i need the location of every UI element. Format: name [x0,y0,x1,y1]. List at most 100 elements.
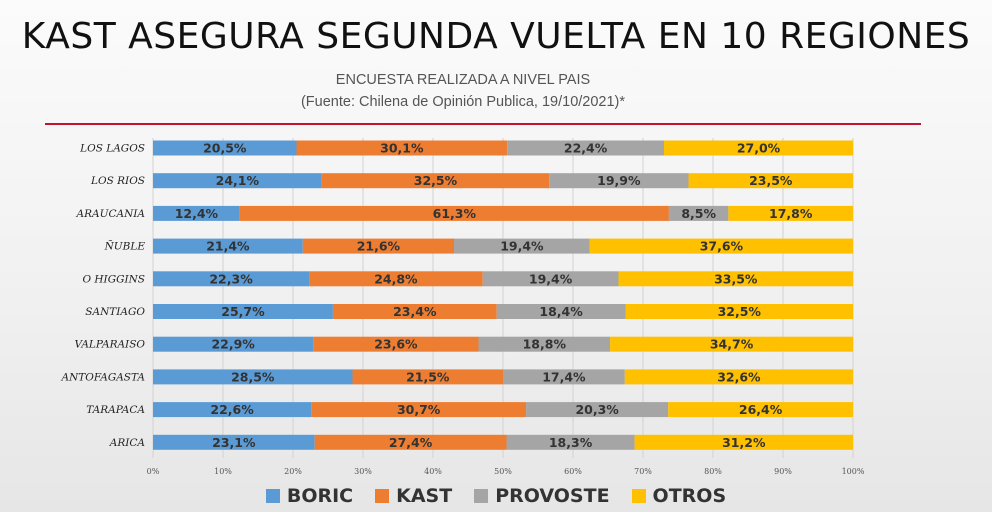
data-label: 28,5% [231,369,275,384]
legend-item-kast: KAST [375,485,452,507]
x-tick-label: 80% [704,467,722,476]
bar-kast [321,173,550,189]
data-label: 17,4% [542,369,586,384]
data-label: 19,4% [500,239,544,254]
data-label: 32,5% [718,304,762,319]
data-label: 23,6% [374,337,418,352]
x-tick-label: 20% [284,467,302,476]
data-label: 17,8% [769,206,813,221]
data-label: 26,4% [739,402,783,417]
bar-otros [728,205,853,221]
data-label: 22,9% [211,337,255,352]
x-tick-label: 90% [774,467,792,476]
x-tick-label: 40% [424,467,442,476]
bar-otros [610,336,853,352]
bar-kast [311,402,527,418]
bar-boric [153,336,314,352]
category-label: O HIGGINS [82,273,145,285]
legend-swatch [474,489,489,503]
legend-swatch [631,489,646,503]
legend-label: PROVOSTE [495,485,610,507]
chart-source: (Fuente: Chilena de Opinión Publica, 19/… [300,94,626,110]
data-label: 21,6% [357,239,401,254]
bar-otros [668,402,853,418]
bar-boric [153,304,333,319]
data-label: 37,6% [700,239,744,254]
data-label: 20,5% [203,141,247,156]
bar-provoste [454,238,590,254]
bar-boric [153,434,315,450]
data-label: 21,5% [406,369,450,384]
chart-subtitle: ENCUESTA REALIZADA A NIVEL PAIS [335,72,591,88]
bar-kast [239,205,669,221]
bar-kast [309,271,483,287]
legend-swatch [375,489,390,503]
bar-boric [153,140,297,156]
x-tick-label: 0% [147,467,160,476]
bar-otros [589,238,853,254]
data-label: 18,4% [539,304,583,319]
category-label: ARICA [109,437,146,449]
category-label: ANTOFAGASTA [60,371,145,383]
data-label: 19,4% [529,271,573,286]
data-label: 8,5% [681,206,716,221]
category-label: ÑUBLE [104,239,146,253]
bar-provoste [482,271,619,287]
x-tick-label: 100% [842,467,865,476]
chart-legend: BORIC KAST PROVOSTE OTROS [0,485,992,507]
bar-otros [664,140,853,156]
bar-boric [153,369,353,385]
x-tick-label: 60% [564,467,582,476]
data-label: 22,6% [210,402,254,417]
bar-boric [153,173,322,189]
data-label: 23,1% [212,435,256,450]
bar-provoste [526,402,669,418]
bar-boric [153,205,240,221]
data-label: 18,3% [549,435,593,450]
bar-provoste [668,205,729,221]
data-label: 30,7% [397,402,441,417]
data-label: 18,8% [523,337,567,352]
bar-provoste [496,304,626,319]
bar-provoste [549,173,689,189]
bar-kast [314,434,507,450]
bar-boric [153,238,303,254]
data-label: 27,4% [389,435,433,450]
bar-otros [634,434,853,450]
bar-provoste [506,434,635,450]
data-label: 23,4% [393,304,437,319]
legend-label: BORIC [286,485,354,507]
category-label: TARAPACA [86,404,145,416]
bar-kast [313,336,479,352]
legend-item-otros: OTROS [631,485,726,507]
data-label: 20,3% [575,402,619,417]
legend-swatch [265,489,280,503]
data-label: 32,5% [414,173,458,188]
category-label: SANTIAGO [85,306,145,318]
bar-boric [153,402,312,418]
bar-provoste [478,336,611,352]
data-label: 24,8% [374,271,418,286]
legend-item-boric: BORIC [265,485,354,507]
bar-kast [352,369,503,385]
x-tick-label: 70% [634,467,652,476]
data-label: 34,7% [710,337,754,352]
category-label: LOS LAGOS [79,143,145,155]
bar-kast [302,238,454,254]
category-label: ARAUCANIA [76,208,146,220]
title-divider [45,123,921,125]
data-label: 19,9% [597,173,641,188]
legend-item-provoste: PROVOSTE [474,485,610,507]
data-label: 30,1% [380,141,424,156]
bar-kast [296,140,508,156]
bar-boric [153,271,310,287]
category-label: LOS RIOS [90,175,145,187]
data-label: 21,4% [206,239,250,254]
data-label: 32,6% [717,369,761,384]
data-label: 33,5% [714,271,758,286]
x-tick-label: 50% [494,467,512,476]
x-tick-label: 30% [354,467,372,476]
bar-provoste [503,369,625,385]
bar-otros [618,271,853,287]
